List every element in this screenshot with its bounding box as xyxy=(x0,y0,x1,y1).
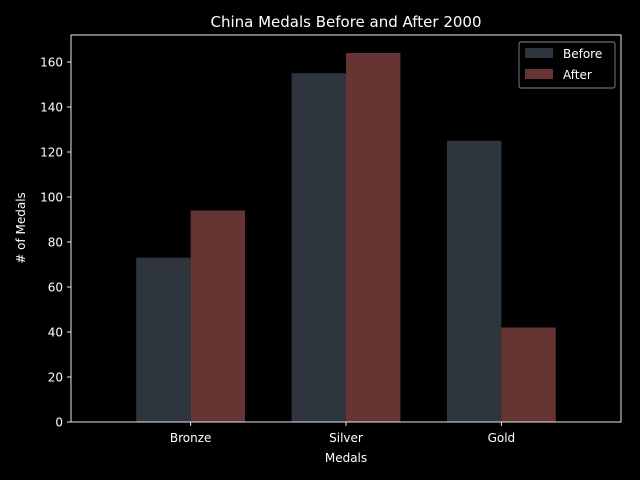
y-tick-label: 140 xyxy=(40,101,63,115)
bar-after-bronze xyxy=(190,210,246,422)
y-tick-label: 20 xyxy=(48,371,63,385)
x-tick-label: Bronze xyxy=(170,431,212,445)
legend: Before After xyxy=(518,41,616,89)
bar-after-gold xyxy=(501,327,556,422)
legend-swatch-before xyxy=(525,48,553,58)
y-tick-label: 60 xyxy=(48,281,63,295)
legend-label-before: Before xyxy=(563,47,602,61)
y-axis-label: # of Medals xyxy=(14,192,28,264)
x-axis-label: Medals xyxy=(325,451,367,465)
y-tick-label: 120 xyxy=(40,146,63,160)
y-tick-label: 80 xyxy=(48,236,63,250)
y-tick-label: 0 xyxy=(55,416,63,430)
y-tick-label: 40 xyxy=(48,326,63,340)
chart-title: China Medals Before and After 2000 xyxy=(210,13,481,31)
bar-before-bronze xyxy=(136,257,191,422)
y-tick-label: 160 xyxy=(40,56,63,70)
x-tick-label: Silver xyxy=(329,431,363,445)
y-tick-label: 100 xyxy=(40,191,63,205)
legend-swatch-after xyxy=(525,69,553,79)
bar-before-gold xyxy=(446,140,502,422)
axes: Bronze Silver Gold 0 20 40 60 80 100 120 140 160 xyxy=(40,56,515,446)
plot-area xyxy=(136,53,556,422)
bar-before-silver xyxy=(291,73,346,422)
bar-after-silver xyxy=(346,53,401,422)
x-tick-label: Gold xyxy=(488,431,516,445)
legend-label-after: After xyxy=(563,68,592,82)
